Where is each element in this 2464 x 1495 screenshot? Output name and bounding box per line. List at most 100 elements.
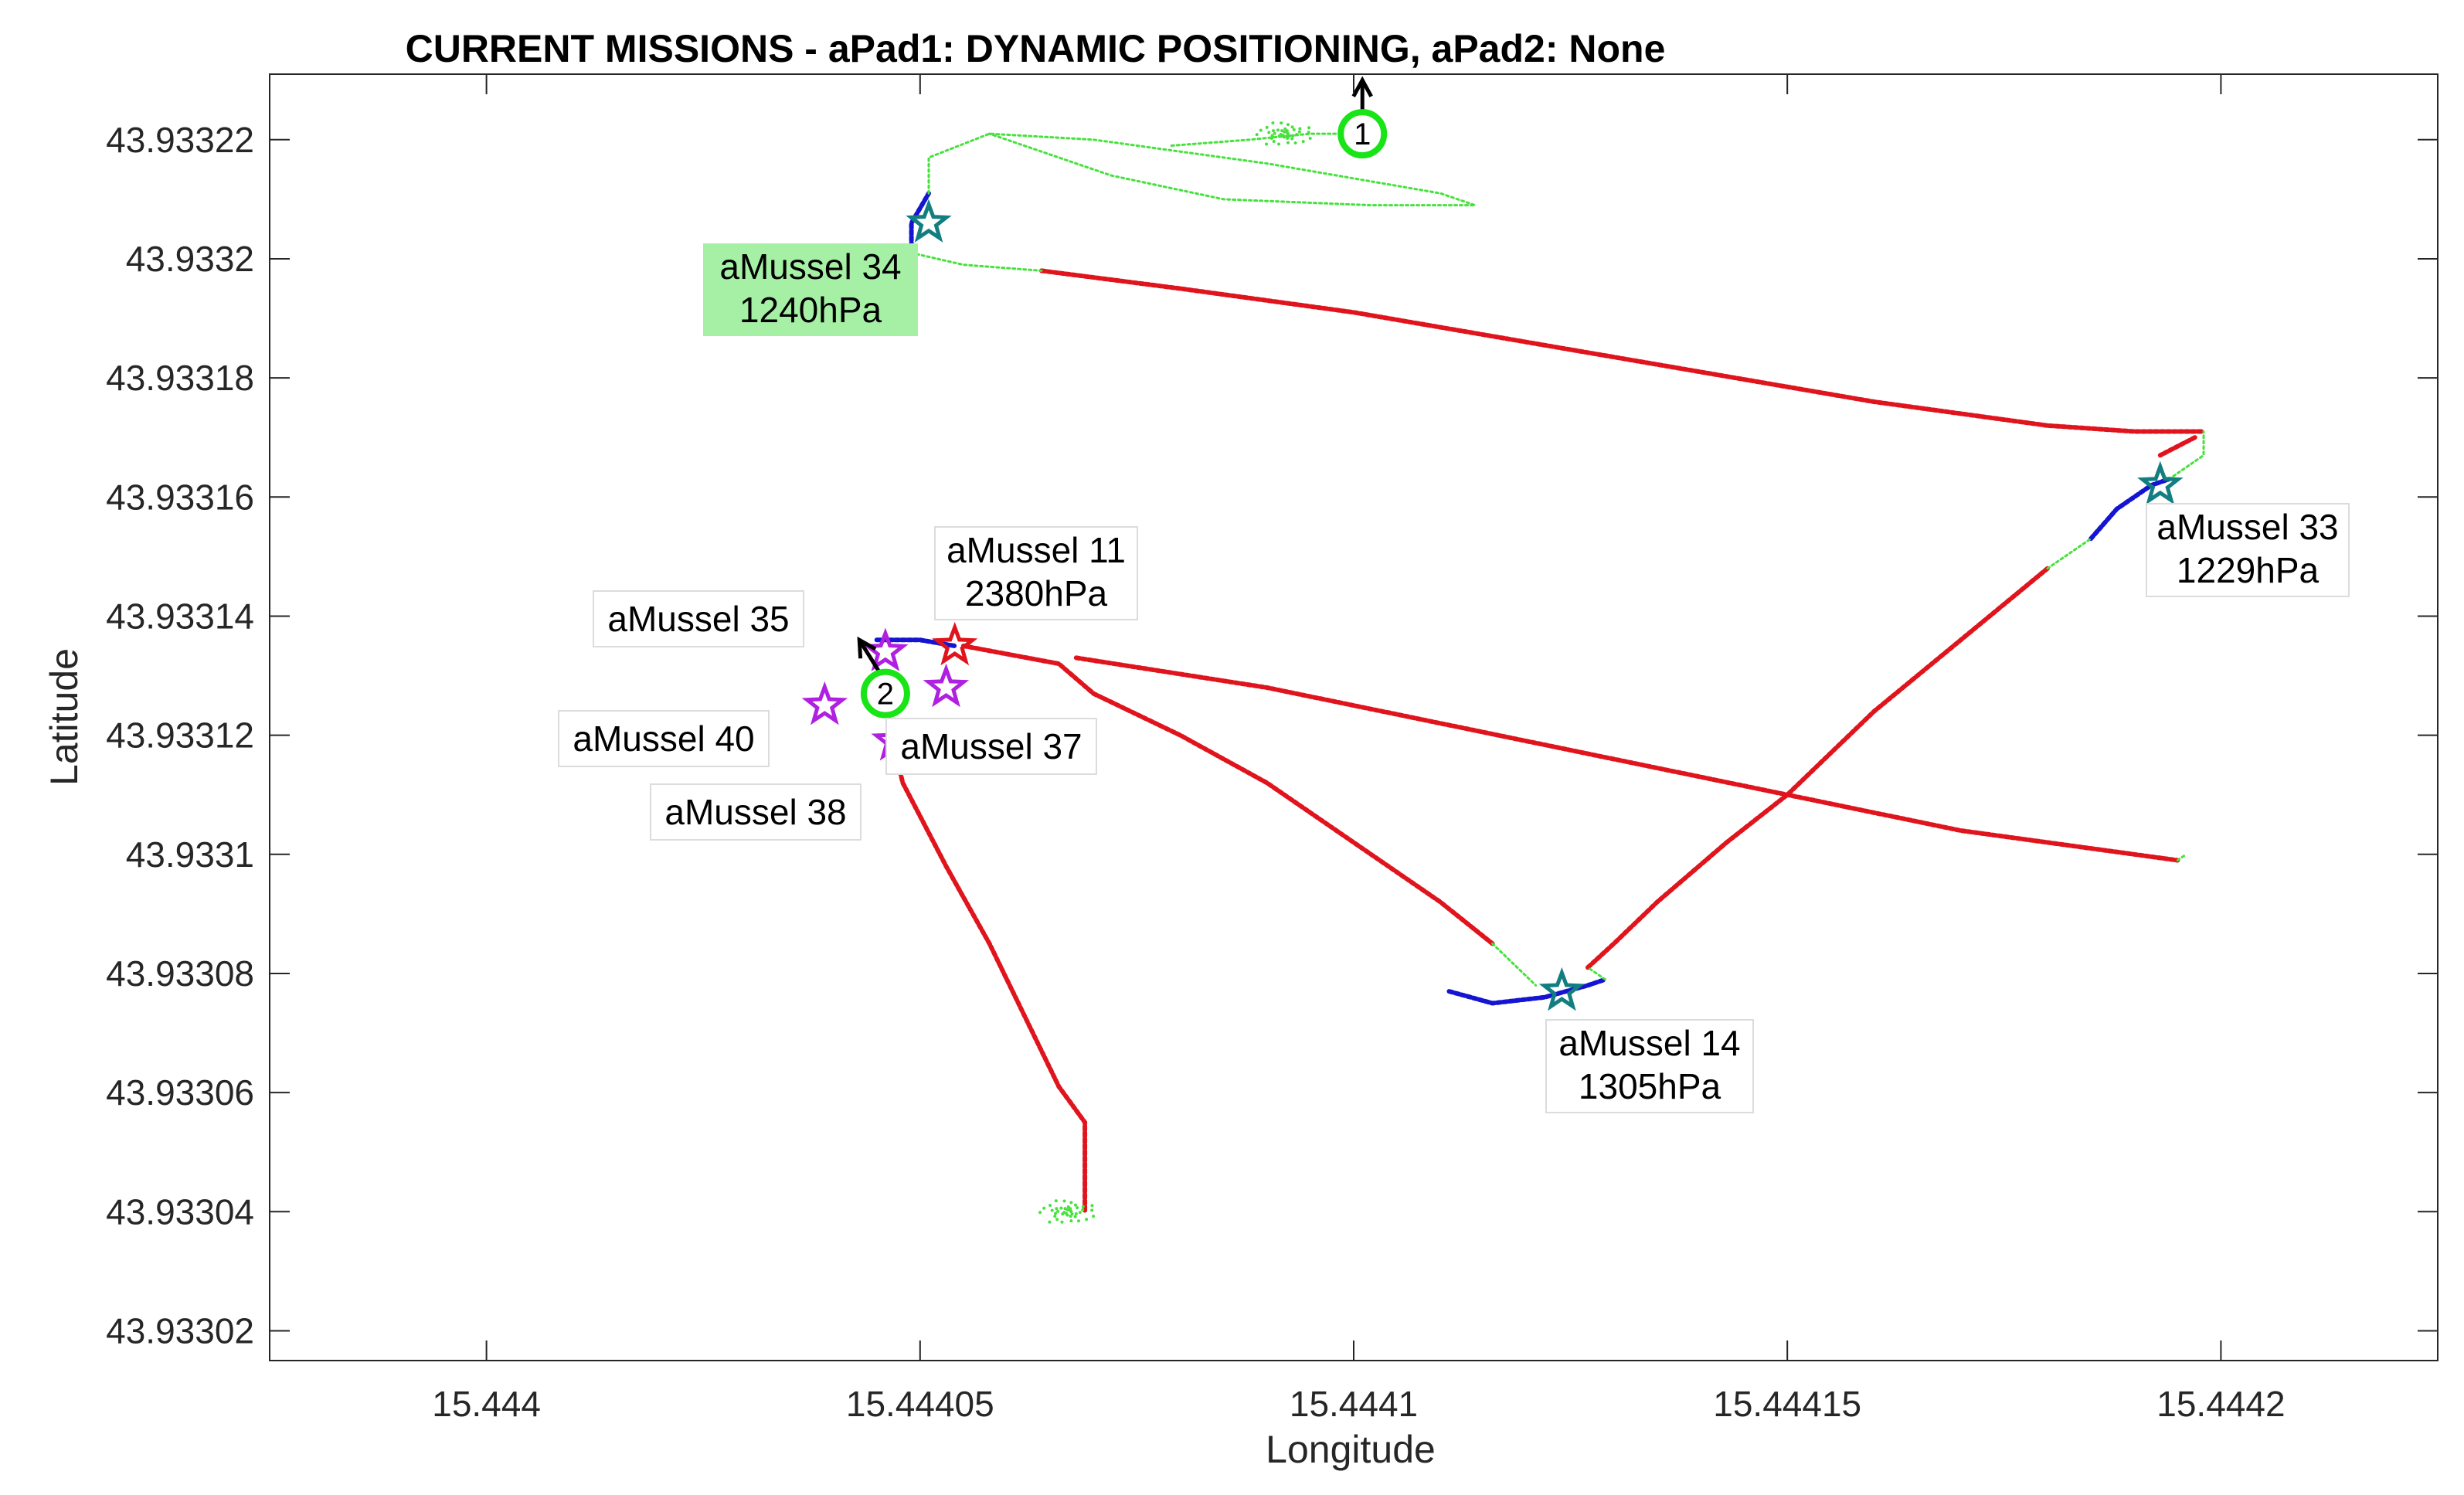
cluster-point	[1301, 140, 1305, 144]
cluster-point	[1265, 142, 1268, 146]
star-marker-amussel-37	[923, 663, 970, 708]
cluster-point	[1085, 1218, 1089, 1221]
annotation-line: aMussel 38	[664, 792, 846, 832]
y-tick-label: 43.93316	[106, 477, 254, 517]
cluster-point	[1255, 133, 1259, 137]
annotation-line: 1229hPa	[2177, 550, 2320, 590]
point-cluster-1	[1255, 121, 1312, 146]
x-tick-label: 15.4442	[2156, 1384, 2285, 1424]
x-tick-label: 15.4441	[1290, 1384, 1418, 1424]
annotation-line: aMussel 37	[900, 726, 1082, 766]
annotation-amussel-38: aMussel 38	[650, 783, 862, 841]
star-marker-amussel-40	[801, 681, 848, 725]
cluster-point	[1056, 1209, 1060, 1213]
cluster-point	[1069, 1201, 1073, 1204]
y-tick-label: 43.93306	[106, 1072, 254, 1113]
y-tick-label: 43.93304	[106, 1191, 254, 1232]
cluster-point	[1290, 125, 1294, 129]
annotation-box	[934, 526, 1138, 620]
track-series-0	[1038, 268, 2206, 434]
cluster-point	[1307, 126, 1311, 130]
apad-2-marker: 2	[860, 668, 910, 719]
x-axis-label: Longitude	[1266, 1428, 1436, 1471]
cluster-point	[1073, 1215, 1077, 1218]
chart-title: CURRENT MISSIONS - aPad1: DYNAMIC POSITI…	[406, 27, 1666, 70]
annotation-box	[593, 590, 804, 647]
track-series-16	[2167, 430, 2205, 481]
y-tick-label: 43.93308	[106, 953, 254, 994]
cluster-point	[1291, 134, 1295, 138]
cluster-point	[1283, 130, 1286, 134]
cluster-point	[1065, 1208, 1069, 1211]
cluster-point	[1286, 141, 1290, 144]
annotation-box	[2146, 503, 2350, 597]
track-series-1	[2157, 435, 2197, 458]
cluster-point	[1269, 137, 1273, 140]
annotation-line: aMussel 33	[2156, 507, 2338, 547]
x-tick-label: 15.44405	[846, 1384, 994, 1424]
cluster-point	[1053, 1215, 1057, 1218]
cluster-point	[1055, 1218, 1059, 1221]
apad-number: 1	[1354, 117, 1371, 151]
cluster-point	[1055, 1207, 1059, 1211]
annotation-amussel-35: aMussel 35	[593, 590, 804, 647]
arrow-head	[857, 636, 877, 659]
cluster-point	[1290, 137, 1294, 141]
cluster-point	[1280, 121, 1283, 125]
cluster-point	[1048, 1220, 1052, 1224]
y-axis-label: Latitude	[42, 648, 86, 786]
cluster-point	[1272, 140, 1276, 143]
cluster-point	[1078, 1211, 1082, 1215]
cluster-point	[1265, 125, 1269, 129]
track-series-4	[1585, 566, 2050, 970]
track-series-2	[1073, 655, 2180, 863]
annotation-line: aMussel 11	[947, 530, 1126, 570]
track-series-6	[909, 191, 931, 256]
cluster-point	[1280, 129, 1284, 133]
star-marker-amussel-14	[1538, 967, 1585, 1011]
x-tick-label: 15.44415	[1713, 1384, 1861, 1424]
cluster-point	[1042, 1206, 1046, 1210]
y-tick-label: 43.9332	[126, 239, 254, 279]
cluster-point	[1277, 142, 1281, 146]
annotation-box	[703, 243, 918, 336]
y-tick-label: 43.93314	[106, 596, 254, 636]
series-layer	[874, 132, 2206, 1215]
annotation-line: aMussel 14	[1558, 1023, 1740, 1063]
cluster-point	[1293, 141, 1297, 144]
cluster-point	[1271, 121, 1275, 125]
apad-circle	[860, 668, 910, 719]
cluster-point	[1298, 127, 1302, 131]
track-series-13	[1491, 942, 1538, 987]
cluster-point	[1063, 1207, 1067, 1211]
track-series-3	[960, 644, 1495, 946]
cluster-point	[1074, 1203, 1077, 1207]
cluster-layer	[1038, 121, 1312, 1224]
y-tick-label: 43.93302	[106, 1310, 254, 1351]
cluster-point	[1060, 1220, 1064, 1224]
apad-circle	[1337, 109, 1388, 159]
annotation-box	[650, 783, 862, 841]
cluster-point	[1074, 1212, 1078, 1215]
track-series-8	[1446, 977, 1608, 1006]
track-series-15	[2046, 537, 2092, 570]
track-series-9	[2088, 477, 2172, 542]
cluster-point	[1069, 1215, 1072, 1218]
track-series-10	[910, 251, 1043, 272]
cluster-point	[1259, 128, 1263, 132]
cluster-point	[1076, 1206, 1079, 1210]
annotation-line: 1240hPa	[739, 290, 882, 330]
cluster-point	[1069, 1219, 1073, 1223]
cluster-point	[1281, 134, 1285, 138]
star-marker-amussel-34	[906, 199, 952, 243]
cluster-point	[1287, 134, 1291, 138]
cluster-point	[1295, 133, 1299, 136]
cluster-point	[1276, 128, 1280, 132]
cluster-point	[1285, 131, 1289, 134]
cluster-point	[1267, 131, 1271, 134]
